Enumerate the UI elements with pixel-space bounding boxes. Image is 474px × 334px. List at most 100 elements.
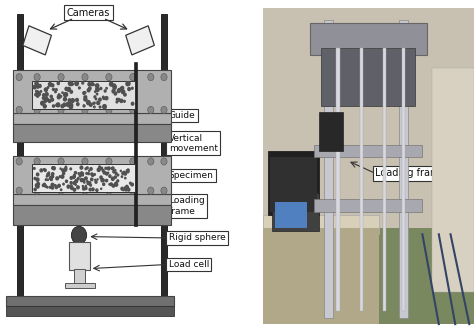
- Circle shape: [80, 179, 83, 182]
- Circle shape: [47, 173, 50, 176]
- Circle shape: [148, 158, 154, 165]
- Bar: [32, 81, 135, 109]
- Circle shape: [69, 105, 73, 109]
- Circle shape: [112, 90, 115, 93]
- Circle shape: [59, 176, 61, 178]
- Circle shape: [72, 83, 73, 85]
- Circle shape: [68, 99, 71, 102]
- Circle shape: [87, 89, 90, 92]
- Circle shape: [129, 182, 131, 184]
- Circle shape: [60, 168, 61, 169]
- Circle shape: [118, 90, 120, 92]
- Circle shape: [96, 87, 99, 92]
- Circle shape: [36, 185, 38, 188]
- Circle shape: [66, 103, 70, 106]
- Circle shape: [123, 171, 125, 173]
- Circle shape: [105, 167, 107, 169]
- Bar: [74, 269, 85, 284]
- Circle shape: [90, 103, 92, 106]
- Circle shape: [56, 177, 58, 180]
- FancyBboxPatch shape: [13, 70, 171, 113]
- Circle shape: [100, 188, 102, 189]
- Circle shape: [53, 168, 55, 170]
- Circle shape: [47, 179, 48, 180]
- Bar: [321, 48, 415, 106]
- Circle shape: [61, 175, 64, 178]
- Circle shape: [86, 173, 87, 174]
- Circle shape: [37, 182, 39, 185]
- Circle shape: [131, 87, 133, 89]
- Circle shape: [102, 179, 104, 182]
- Circle shape: [36, 91, 39, 94]
- Circle shape: [81, 172, 83, 175]
- Circle shape: [65, 93, 68, 96]
- Circle shape: [118, 99, 120, 101]
- Circle shape: [40, 91, 42, 92]
- Circle shape: [148, 187, 154, 194]
- Circle shape: [42, 97, 44, 99]
- Circle shape: [47, 99, 49, 101]
- Circle shape: [81, 172, 82, 174]
- Circle shape: [75, 180, 78, 183]
- Circle shape: [124, 189, 125, 190]
- Circle shape: [100, 167, 102, 170]
- Circle shape: [96, 93, 98, 95]
- Circle shape: [82, 73, 88, 81]
- Circle shape: [103, 183, 105, 185]
- Circle shape: [62, 169, 63, 171]
- Text: Rigid sphere: Rigid sphere: [169, 233, 226, 242]
- Circle shape: [106, 158, 112, 165]
- Circle shape: [57, 96, 60, 99]
- Circle shape: [95, 98, 97, 100]
- Bar: [314, 199, 422, 212]
- Circle shape: [45, 185, 46, 186]
- Bar: [32, 164, 135, 192]
- Circle shape: [65, 180, 67, 182]
- Circle shape: [124, 173, 127, 175]
- Text: Guide: Guide: [169, 111, 195, 120]
- Circle shape: [84, 96, 86, 98]
- Circle shape: [70, 91, 73, 93]
- Circle shape: [77, 186, 79, 189]
- Circle shape: [130, 73, 136, 81]
- Circle shape: [63, 172, 65, 175]
- Circle shape: [121, 87, 124, 90]
- Circle shape: [16, 73, 22, 81]
- Circle shape: [51, 84, 54, 87]
- Circle shape: [46, 186, 48, 188]
- Circle shape: [45, 88, 47, 92]
- Circle shape: [115, 183, 118, 186]
- Circle shape: [89, 188, 91, 191]
- Circle shape: [117, 90, 120, 93]
- Circle shape: [82, 179, 84, 182]
- Circle shape: [161, 106, 167, 114]
- Circle shape: [58, 158, 64, 165]
- Circle shape: [161, 158, 167, 165]
- Circle shape: [63, 170, 64, 172]
- Circle shape: [120, 99, 123, 103]
- Circle shape: [16, 187, 22, 194]
- Circle shape: [95, 181, 97, 183]
- Circle shape: [45, 105, 46, 107]
- Circle shape: [73, 188, 76, 191]
- Circle shape: [82, 82, 83, 84]
- Circle shape: [97, 101, 100, 105]
- Circle shape: [73, 175, 75, 177]
- Circle shape: [41, 101, 44, 105]
- Circle shape: [70, 182, 72, 184]
- Circle shape: [121, 176, 123, 177]
- Circle shape: [116, 98, 118, 100]
- Circle shape: [45, 93, 48, 96]
- Bar: [13, 113, 171, 124]
- Text: Loading
frame: Loading frame: [169, 196, 204, 216]
- Bar: [13, 194, 171, 204]
- Circle shape: [71, 185, 72, 187]
- Circle shape: [88, 82, 91, 86]
- Circle shape: [56, 103, 60, 107]
- Circle shape: [121, 90, 124, 94]
- Circle shape: [106, 106, 112, 114]
- Bar: [360, 48, 363, 311]
- Circle shape: [71, 187, 73, 189]
- Circle shape: [78, 173, 80, 174]
- Circle shape: [52, 173, 54, 175]
